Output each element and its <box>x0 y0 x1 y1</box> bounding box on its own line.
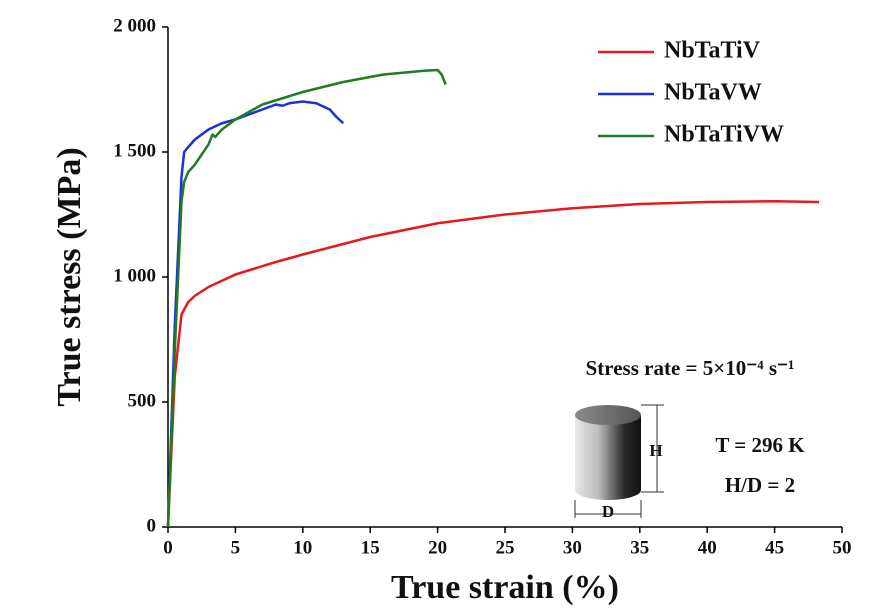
x-axis-title: True strain (%) <box>391 569 619 606</box>
annotation: Stress rate = 5×10⁻⁴ s⁻¹ <box>586 356 795 380</box>
cylinder-diagram <box>574 404 664 518</box>
x-tick-label: 35 <box>630 537 649 558</box>
y-tick-label: 0 <box>147 515 157 536</box>
annotation: H <box>649 441 662 460</box>
legend-label: NbTaTiV <box>664 38 761 64</box>
x-tick-label: 5 <box>231 537 241 558</box>
x-tick-label: 10 <box>293 537 312 558</box>
legend-label: NbTaTiVW <box>664 122 784 148</box>
x-tick-label: 0 <box>163 537 173 558</box>
legend-label: NbTaVW <box>664 80 762 106</box>
annotation: T = 296 K <box>715 433 805 457</box>
x-tick-label: 25 <box>496 537 515 558</box>
x-tick-label: 30 <box>563 537 582 558</box>
y-tick-label: 2 000 <box>113 15 156 36</box>
x-tick-label: 20 <box>428 537 447 558</box>
y-tick-label: 1 000 <box>113 265 156 286</box>
annotation: H/D = 2 <box>725 473 795 497</box>
data-line <box>166 100 345 528</box>
x-tick-label: 50 <box>833 537 852 558</box>
y-tick-label: 500 <box>128 390 157 411</box>
x-tick-label: 45 <box>765 537 784 558</box>
data-line <box>166 68 447 528</box>
x-tick-label: 15 <box>361 537 380 558</box>
y-axis-title: True stress (MPa) <box>51 147 88 406</box>
data-line <box>166 200 820 528</box>
y-tick-label: 1 500 <box>113 140 156 161</box>
x-tick-label: 40 <box>698 537 717 558</box>
annotation: D <box>602 502 614 521</box>
